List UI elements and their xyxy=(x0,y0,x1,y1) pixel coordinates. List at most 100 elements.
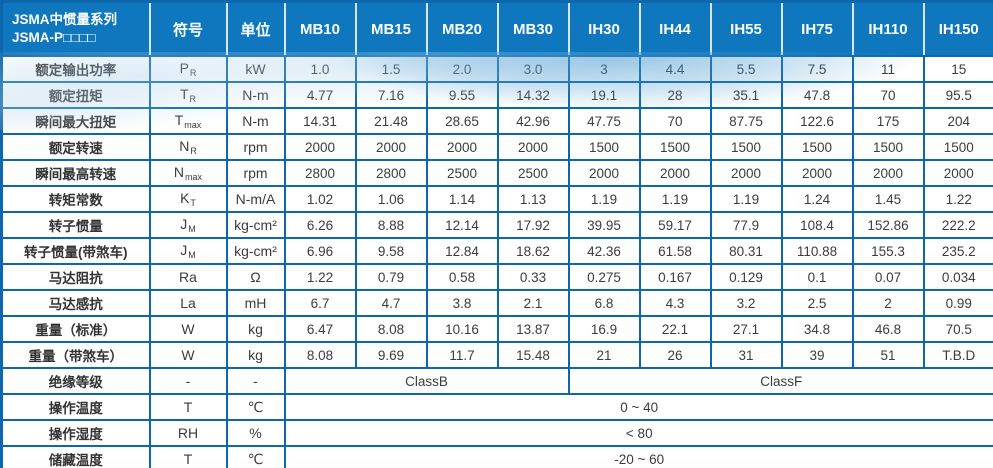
value-cell: 1.06 xyxy=(354,185,428,213)
value-cell: 4.77 xyxy=(283,81,357,109)
value-cell: 14.31 xyxy=(283,107,357,135)
value-cell: 0.1 xyxy=(780,263,854,291)
span-value-cell: < 80 xyxy=(283,419,993,447)
series-title: JSMA中惯量系列 JSMA-P□□□□ xyxy=(0,0,151,57)
value-cell: 108.4 xyxy=(780,211,854,239)
row-label: 瞬间最大扭矩 xyxy=(0,107,151,135)
row-label: 转子惯量(带煞车) xyxy=(0,237,151,265)
unit-cell: kg xyxy=(225,341,286,369)
value-cell: 1500 xyxy=(567,133,641,161)
value-cell: 2000 xyxy=(851,159,925,187)
value-cell: 9.58 xyxy=(354,237,428,265)
value-cell: 1.22 xyxy=(922,185,993,213)
value-cell: 1500 xyxy=(922,133,993,161)
value-cell: 1.24 xyxy=(780,185,854,213)
value-cell: 46.8 xyxy=(851,315,925,343)
model-header-ih75: IH75 xyxy=(780,0,854,57)
value-cell: 2.0 xyxy=(425,55,499,83)
value-cell: 1.22 xyxy=(283,263,357,291)
unit-cell: Ω xyxy=(225,263,286,291)
value-cell: 6.7 xyxy=(283,289,357,317)
symbol-cell: JM xyxy=(148,211,228,239)
value-cell: 1.19 xyxy=(709,185,783,213)
unit-column-header: 单位 xyxy=(225,0,286,57)
value-cell: 0.79 xyxy=(354,263,428,291)
value-cell: 8.08 xyxy=(283,341,357,369)
table-row: 操作温度 T ℃ 0 ~ 40 xyxy=(0,393,993,421)
row-label: 额定输出功率 xyxy=(0,55,151,83)
value-cell: 26 xyxy=(638,341,712,369)
symbol-cell: NR xyxy=(148,133,228,161)
table-row: 瞬间最高转速 Nmax rpm 2800 2800 2500 2500 2000 2000 200… xyxy=(0,159,993,187)
span-value-cell: ClassB xyxy=(283,367,570,395)
value-cell: 5.5 xyxy=(709,55,783,83)
value-cell: 1500 xyxy=(851,133,925,161)
model-header-ih44: IH44 xyxy=(638,0,712,57)
value-cell: 80.31 xyxy=(709,237,783,265)
model-header-mb10: MB10 xyxy=(283,0,357,57)
value-cell: 42.96 xyxy=(496,107,570,135)
symbol-cell: PR xyxy=(148,55,228,83)
value-cell: 2000 xyxy=(496,133,570,161)
value-cell: 0.167 xyxy=(638,263,712,291)
value-cell: 2500 xyxy=(425,159,499,187)
model-header-mb30: MB30 xyxy=(496,0,570,57)
value-cell: 222.2 xyxy=(922,211,993,239)
value-cell: 0.129 xyxy=(709,263,783,291)
value-cell: 0.99 xyxy=(922,289,993,317)
value-cell: 3 xyxy=(567,55,641,83)
value-cell: 12.14 xyxy=(425,211,499,239)
value-cell: 1.02 xyxy=(283,185,357,213)
value-cell: 34.8 xyxy=(780,315,854,343)
model-header-row: JSMA中惯量系列 JSMA-P□□□□ 符号 单位 MB10 MB15 MB20 M… xyxy=(0,0,993,57)
model-header-mb15: MB15 xyxy=(354,0,428,57)
row-label: 额定转速 xyxy=(0,133,151,161)
value-cell: 0.33 xyxy=(496,263,570,291)
value-cell: 3.2 xyxy=(709,289,783,317)
value-cell: 22.1 xyxy=(638,315,712,343)
value-cell: 2000 xyxy=(922,159,993,187)
value-cell: 14.32 xyxy=(496,81,570,109)
symbol-cell: Nmax xyxy=(148,159,228,187)
value-cell: 95.5 xyxy=(922,81,993,109)
unit-cell: ℃ xyxy=(225,393,286,421)
model-header-mb20: MB20 xyxy=(425,0,499,57)
value-cell: 152.86 xyxy=(851,211,925,239)
value-cell: 3.8 xyxy=(425,289,499,317)
table-row: 转矩常数 KT N-m/A 1.02 1.06 1.14 1.13 1.19 1.19 1.19 1… xyxy=(0,185,993,213)
value-cell: 16.9 xyxy=(567,315,641,343)
value-cell: 59.17 xyxy=(638,211,712,239)
value-cell: 15 xyxy=(922,55,993,83)
value-cell: 4.7 xyxy=(354,289,428,317)
row-label: 绝缘等级 xyxy=(0,367,151,395)
row-label: 储藏温度 xyxy=(0,445,151,468)
series-title-line2: JSMA-P□□□□ xyxy=(12,30,96,45)
table-row: 额定扭矩 TR N-m 4.77 7.16 9.55 14.32 19.1 28 35.1 47.8… xyxy=(0,81,993,109)
value-cell: 204 xyxy=(922,107,993,135)
value-cell: 61.58 xyxy=(638,237,712,265)
series-title-line1: JSMA中惯量系列 xyxy=(12,12,118,28)
span-value-cell: 0 ~ 40 xyxy=(283,393,993,421)
value-cell: 1500 xyxy=(780,133,854,161)
value-cell: 39.95 xyxy=(567,211,641,239)
value-cell: 4.3 xyxy=(638,289,712,317)
unit-cell: rpm xyxy=(225,159,286,187)
unit-cell: mH xyxy=(225,289,286,317)
value-cell: 155.3 xyxy=(851,237,925,265)
value-cell: 8.08 xyxy=(354,315,428,343)
value-cell: 2000 xyxy=(638,159,712,187)
row-label: 额定扭矩 xyxy=(0,81,151,109)
value-cell: 47.8 xyxy=(780,81,854,109)
value-cell: 1.45 xyxy=(851,185,925,213)
symbol-cell: RH xyxy=(148,419,228,447)
value-cell: 21 xyxy=(567,341,641,369)
value-cell: 70 xyxy=(851,81,925,109)
row-label: 转子惯量 xyxy=(0,211,151,239)
unit-cell: N-m/A xyxy=(225,185,286,213)
table-row: 操作湿度 RH% < 80 xyxy=(0,419,993,447)
value-cell: 70.5 xyxy=(922,315,993,343)
